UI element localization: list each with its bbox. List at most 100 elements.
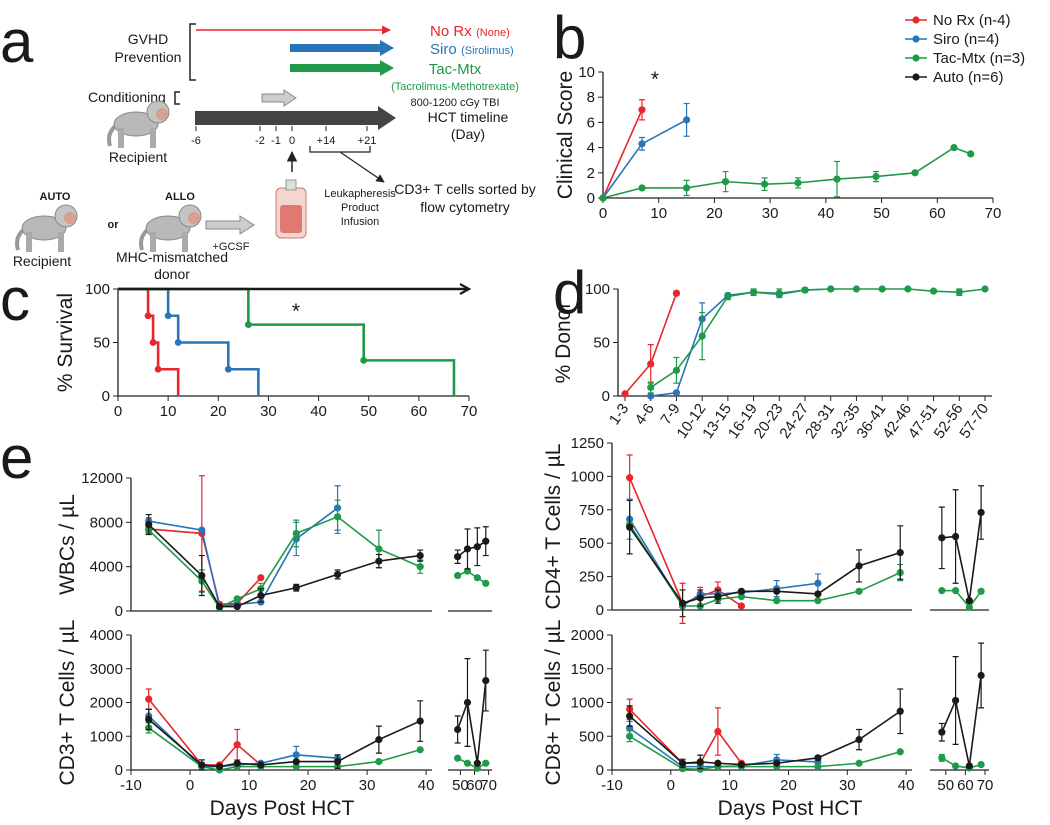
- data-point: [737, 587, 746, 595]
- data-point: [463, 698, 472, 707]
- data-point: [896, 707, 904, 715]
- data-point: [482, 579, 490, 587]
- data-point: [855, 759, 863, 767]
- x-tick-label: 0: [114, 403, 122, 420]
- censor-point: [164, 312, 172, 320]
- legend-label: No Rx (n-4): [933, 12, 1011, 29]
- series-line: [628, 518, 818, 608]
- data-point: [333, 757, 342, 766]
- data-point: [145, 520, 153, 529]
- data-point: [647, 383, 655, 392]
- data-point: [482, 537, 490, 545]
- data-point: [814, 597, 822, 605]
- data-point: [198, 526, 206, 534]
- timeline-label: HCT timeline: [428, 109, 509, 125]
- data-point: [678, 759, 687, 767]
- infusion-label: Product: [341, 202, 379, 214]
- timeline-tick: -2: [255, 135, 265, 147]
- data-point: [929, 287, 938, 295]
- data-point: [416, 746, 424, 754]
- y-tick-label: 0: [602, 388, 610, 405]
- legend-dot: [912, 54, 920, 62]
- data-point: [463, 545, 472, 553]
- x-tick-label: 40: [418, 777, 435, 794]
- x-tick-label: 50: [873, 205, 890, 222]
- y-tick-label: 2000: [571, 627, 604, 644]
- data-point: [951, 762, 960, 770]
- data-point: [257, 574, 265, 582]
- series-line: [941, 589, 982, 609]
- y-tick-label: 4000: [90, 559, 123, 576]
- gvhd-label: Prevention: [115, 49, 182, 65]
- x-tick-label: 10: [721, 777, 738, 794]
- arrow-conditioning: [261, 89, 297, 107]
- data-point: [333, 513, 342, 521]
- data-point: [233, 595, 241, 603]
- y-tick-label: 1250: [571, 435, 604, 452]
- data-point: [965, 597, 973, 605]
- data-point: [292, 751, 300, 759]
- x-tick-label: 10: [160, 403, 177, 420]
- x-tick-label: 30: [359, 777, 376, 794]
- y-tick-label: 1000: [90, 728, 123, 745]
- data-point: [814, 579, 822, 587]
- data-point: [696, 765, 704, 773]
- gvhd-label: GVHD: [128, 31, 168, 47]
- monkey-recipient: [107, 99, 171, 150]
- monkey-allo: [139, 203, 203, 254]
- y-tick-label: 8000: [90, 514, 123, 531]
- timeline-tick: 0: [289, 135, 295, 147]
- y-tick-label: 100: [585, 281, 610, 298]
- data-point: [977, 587, 985, 595]
- data-point: [814, 763, 822, 771]
- panel-label: b: [553, 4, 586, 71]
- data-point: [638, 140, 646, 148]
- x-tick-label: 60: [411, 403, 428, 420]
- data-point: [977, 761, 985, 769]
- panel-label: e: [0, 424, 33, 491]
- y-tick-label: 12000: [81, 470, 123, 487]
- data-point: [233, 602, 241, 611]
- gcsf-label: +GCSF: [213, 241, 250, 253]
- recipient-label: Recipient: [13, 253, 71, 269]
- survival-line: [118, 287, 260, 396]
- y-tick-label: 50: [93, 335, 110, 352]
- data-point: [145, 715, 153, 723]
- y-tick-label: 2000: [90, 695, 123, 712]
- y-tick-label: 100: [85, 281, 110, 298]
- x-tick-label: 50: [937, 777, 954, 794]
- data-point: [794, 179, 802, 187]
- data-point: [737, 602, 746, 610]
- data-point: [773, 597, 781, 605]
- data-point: [977, 671, 985, 680]
- data-point: [951, 532, 960, 541]
- data-point: [482, 759, 490, 767]
- series-line: [650, 288, 986, 389]
- censor-point: [244, 321, 252, 329]
- series-line: [457, 540, 487, 558]
- series-line: [148, 715, 338, 768]
- y-tick-label: 750: [579, 502, 604, 519]
- x-tick-label: 60: [929, 205, 946, 222]
- x-tick-label: 20: [706, 205, 723, 222]
- x-tick-label: 70: [480, 777, 497, 794]
- legend-dot: [912, 35, 920, 43]
- data-point: [773, 587, 781, 595]
- data-point: [463, 759, 472, 767]
- data-point: [801, 286, 809, 294]
- data-point: [257, 761, 265, 769]
- data-point: [714, 593, 722, 601]
- or-label: or: [108, 219, 120, 231]
- data-point: [855, 587, 863, 595]
- series-line: [457, 757, 487, 770]
- data-point: [375, 757, 383, 766]
- data-point: [775, 289, 783, 297]
- x-tick-label: 20: [300, 777, 317, 794]
- infusion-bag: [275, 179, 307, 239]
- x-tick-label: 20: [780, 777, 797, 794]
- data-point: [749, 288, 758, 296]
- regimen: Siro (Sirolimus): [430, 41, 514, 58]
- timeline-tick: +21: [358, 135, 377, 147]
- data-point: [737, 593, 746, 601]
